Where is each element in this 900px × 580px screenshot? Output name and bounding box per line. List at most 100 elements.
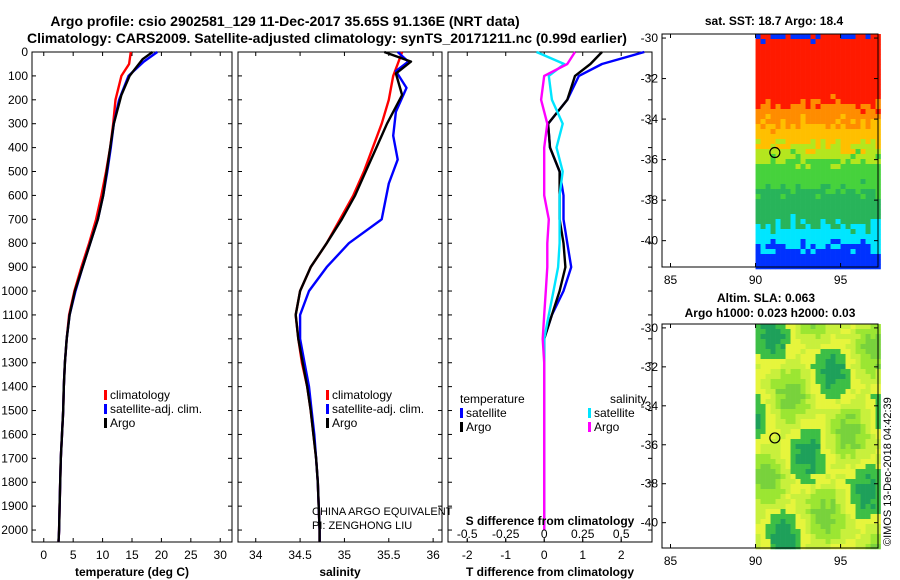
- sst-cell: [865, 189, 871, 195]
- sla-cell: [855, 519, 861, 525]
- sla-cell: [855, 499, 861, 505]
- s-axis-tick-label: 0.5: [613, 527, 630, 541]
- sla-cell: [855, 489, 861, 495]
- sst-cell: [870, 214, 876, 220]
- sla-cell: [805, 544, 811, 550]
- sla-cell: [835, 484, 841, 490]
- sst-cell: [825, 59, 831, 65]
- sst-cell: [805, 154, 811, 160]
- sla-cell: [860, 539, 866, 545]
- sla-cell: [770, 514, 776, 520]
- sst-cell: [805, 139, 811, 145]
- sla-cell: [805, 384, 811, 390]
- sst-cell: [855, 44, 861, 50]
- sst-cell: [775, 254, 781, 260]
- sla-cell: [830, 399, 836, 405]
- sla-cell: [815, 529, 821, 535]
- sst-cell: [760, 259, 766, 265]
- sst-cell: [820, 44, 826, 50]
- sla-cell: [870, 354, 876, 360]
- sst-cell: [870, 194, 876, 200]
- sst-cell: [830, 219, 836, 225]
- sla-cell: [795, 539, 801, 545]
- sst-cell: [775, 79, 781, 85]
- sla-cell: [865, 394, 871, 400]
- sla-cell: [820, 354, 826, 360]
- sla-cell: [835, 509, 841, 515]
- sla-cell: [780, 334, 786, 340]
- sla-cell: [805, 409, 811, 415]
- sla-cell: [790, 364, 796, 370]
- sla-cell: [800, 539, 806, 545]
- sla-cell: [845, 434, 851, 440]
- sst-cell: [760, 214, 766, 220]
- sla-cell: [835, 404, 841, 410]
- sla-cell: [865, 359, 871, 365]
- sst-cell: [850, 54, 856, 60]
- sst-cell: [800, 64, 806, 70]
- sla-cell: [780, 434, 786, 440]
- sst-cell: [805, 254, 811, 260]
- sst-cell: [800, 74, 806, 80]
- sst-cell: [865, 129, 871, 135]
- sst-cell: [795, 94, 801, 100]
- sla-cell: [870, 324, 876, 330]
- sst-cell: [760, 79, 766, 85]
- sst-cell: [855, 74, 861, 80]
- sst-cell: [820, 204, 826, 210]
- sst-cell: [795, 139, 801, 145]
- sst-cell: [860, 49, 866, 55]
- sla-cell: [780, 354, 786, 360]
- sst-cell: [860, 109, 866, 115]
- sla-cell: [780, 504, 786, 510]
- sla-cell: [850, 519, 856, 525]
- sla-cell: [760, 364, 766, 370]
- sst-cell: [755, 184, 761, 190]
- figure-title-line1: Argo profile: csio 2902581_129 11-Dec-20…: [50, 13, 519, 29]
- sst-cell: [785, 129, 791, 135]
- sst-cell: [785, 189, 791, 195]
- sla-cell: [760, 344, 766, 350]
- sla-cell: [820, 464, 826, 470]
- sst-cell: [780, 44, 786, 50]
- sla-cell: [790, 354, 796, 360]
- sst-cell: [780, 79, 786, 85]
- sst-cell: [775, 54, 781, 60]
- sla-cell: [800, 419, 806, 425]
- sla-cell: [860, 454, 866, 460]
- sla-cell: [800, 499, 806, 505]
- sla-cell: [755, 524, 761, 530]
- sst-cell: [760, 149, 766, 155]
- sla-cell: [770, 404, 776, 410]
- sst-cell: [830, 239, 836, 245]
- sst-cell: [815, 194, 821, 200]
- sst-cell: [765, 69, 771, 75]
- sst-cell: [850, 89, 856, 95]
- sla-cell: [765, 524, 771, 530]
- sla-cell: [755, 414, 761, 420]
- sst-cell: [855, 49, 861, 55]
- sst-cell: [825, 64, 831, 70]
- sst-cell: [805, 74, 811, 80]
- sst-cell: [820, 194, 826, 200]
- legend-swatch: [460, 422, 463, 432]
- sst-cell: [855, 229, 861, 235]
- sst-cell: [855, 219, 861, 225]
- sst-cell: [800, 114, 806, 120]
- sla-cell: [830, 494, 836, 500]
- sla-cell: [850, 514, 856, 520]
- sst-cell: [850, 169, 856, 175]
- sst-cell: [830, 44, 836, 50]
- sst-cell: [870, 164, 876, 170]
- sla-cell: [855, 424, 861, 430]
- y-tick-label: 1200: [1, 332, 28, 346]
- sst-cell: [845, 59, 851, 65]
- sla-cell: [830, 389, 836, 395]
- plot-frame: [31, 51, 233, 543]
- sst-cell: [755, 64, 761, 70]
- sla-cell: [845, 429, 851, 435]
- sst-cell: [820, 99, 826, 105]
- sst-cell: [755, 44, 761, 50]
- sst-cell: [845, 134, 851, 140]
- sla-cell: [755, 409, 761, 415]
